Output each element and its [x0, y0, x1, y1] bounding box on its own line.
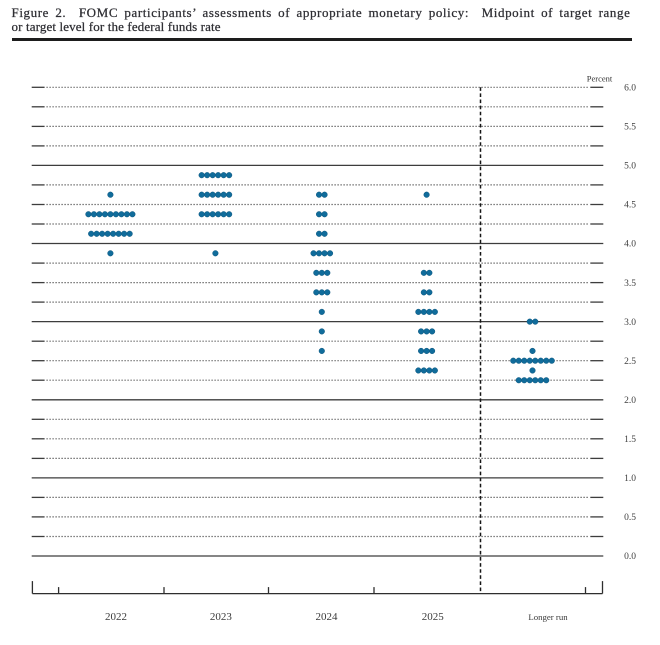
svg-text:5.5: 5.5 [624, 123, 636, 133]
svg-text:1.0: 1.0 [624, 474, 636, 484]
svg-text:2022: 2022 [105, 611, 127, 623]
svg-text:0.0: 0.0 [624, 552, 636, 562]
svg-text:2024: 2024 [316, 611, 339, 623]
svg-text:6.0: 6.0 [624, 84, 636, 94]
svg-text:4.0: 4.0 [624, 240, 636, 250]
svg-text:2025: 2025 [422, 611, 445, 623]
svg-text:2.5: 2.5 [624, 357, 636, 367]
svg-text:Longer run: Longer run [528, 612, 568, 622]
svg-text:3.0: 3.0 [624, 318, 636, 328]
svg-text:Percent: Percent [587, 74, 613, 84]
svg-text:2.0: 2.0 [624, 396, 636, 406]
svg-text:1.5: 1.5 [624, 435, 636, 445]
svg-text:0.5: 0.5 [624, 513, 636, 523]
svg-text:4.5: 4.5 [624, 201, 636, 211]
svg-text:3.5: 3.5 [624, 279, 636, 289]
svg-text:5.0: 5.0 [624, 162, 636, 172]
svg-text:2023: 2023 [210, 611, 233, 623]
